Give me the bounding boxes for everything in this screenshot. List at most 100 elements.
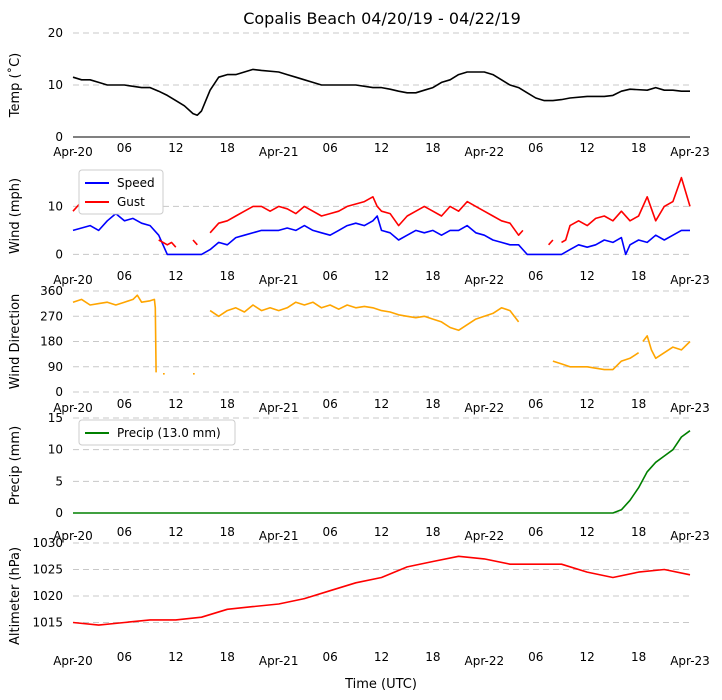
x-tick-label: Apr-22	[465, 273, 505, 287]
y-axis-label: Temp (˚C)	[7, 53, 23, 119]
y-tick-label: 180	[40, 335, 63, 349]
x-tick-label: 06	[117, 525, 132, 539]
x-tick-label: 06	[528, 397, 543, 411]
x-tick-label: 18	[220, 141, 235, 155]
y-axis-label: Precip (mm)	[8, 426, 23, 505]
y-tick-label: 1025	[32, 563, 63, 577]
x-tick-label: 18	[425, 650, 440, 664]
legend-box	[78, 419, 236, 446]
y-tick-label: 10	[48, 443, 63, 457]
y-tick-label: 1030	[32, 536, 63, 550]
x-tick-label: 18	[425, 397, 440, 411]
series-line-altimeter	[72, 555, 691, 626]
x-tick-label: 12	[580, 269, 595, 283]
y-tick-label: 0	[55, 506, 63, 520]
x-tick-label: 06	[117, 650, 132, 664]
x-tick-label: 12	[374, 269, 389, 283]
y-tick-label: 15	[48, 411, 63, 425]
y-axis-label: Wind (mph)	[8, 178, 23, 254]
x-tick-label: 06	[528, 141, 543, 155]
y-tick-label: 5	[55, 474, 63, 488]
x-tick-label: 18	[220, 397, 235, 411]
x-tick-label: 18	[425, 525, 440, 539]
y-tick-label: 20	[48, 26, 63, 40]
x-tick-label: Apr-20	[53, 401, 93, 415]
x-tick-label: 18	[220, 269, 235, 283]
x-tick-label: 12	[168, 650, 183, 664]
x-tick-label: 18	[425, 269, 440, 283]
x-tick-label: 12	[168, 141, 183, 155]
x-tick-label: Apr-22	[465, 401, 505, 415]
y-tick-label: 10	[48, 78, 63, 92]
x-tick-label: 06	[322, 650, 337, 664]
x-tick-label: 06	[528, 525, 543, 539]
panel-wind: 0 10 Wind (mph) Apr-20 06 12 18 Apr-21 06 12 18 Apr…	[8, 169, 710, 287]
y-tick-label: 0	[55, 130, 63, 144]
panel-altimeter: 1015 1020 1025 1030 Altimeter (hPa) Apr-20 06 1…	[8, 536, 710, 668]
series-line-gust	[561, 176, 691, 244]
y-axis-label: Wind Direction	[8, 294, 23, 390]
x-tick-label: Apr-23	[670, 145, 710, 159]
series-line-direction	[72, 294, 157, 373]
x-tick-label: Apr-21	[259, 273, 299, 287]
chart-title: Copalis Beach 04/20/19 - 04/22/19	[243, 9, 521, 28]
y-tick-label: 270	[40, 309, 63, 323]
legend-label: Gust	[117, 195, 145, 209]
x-tick-label: 06	[322, 141, 337, 155]
y-tick-label: 10	[48, 199, 63, 213]
x-tick-label: 12	[168, 397, 183, 411]
x-tick-label: Apr-22	[465, 145, 505, 159]
x-tick-label: 18	[631, 397, 646, 411]
legend-label: Precip (13.0 mm)	[117, 426, 221, 440]
y-tick-label: 1020	[32, 589, 63, 603]
x-tick-label: Apr-21	[259, 145, 299, 159]
x-tick-label: 18	[220, 650, 235, 664]
x-tick-label: Apr-21	[259, 401, 299, 415]
series-line-temp	[72, 68, 690, 116]
series-line-gust	[192, 239, 198, 246]
x-tick-label: Apr-20	[53, 273, 93, 287]
x-tick-label: 18	[631, 141, 646, 155]
x-tick-label: Apr-23	[670, 529, 710, 543]
series-line-direction	[209, 301, 520, 332]
y-tick-label: 360	[40, 284, 63, 298]
panel-precip: 0 5 10 15 Precip (mm) Apr-20 06 12 18 Apr-21 06 12 1…	[8, 411, 710, 543]
x-tick-label: 12	[580, 397, 595, 411]
x-tick-label: 12	[168, 269, 183, 283]
x-tick-label: 06	[322, 269, 337, 283]
x-tick-label: 06	[528, 650, 543, 664]
panel-direction: 0 90 180 270 360 Wind Direction Apr-20 06 12 18 Ap…	[8, 284, 710, 415]
panel-temp: 0 10 20 Temp (˚C) Apr-20 06 12 18 Apr-21 06 12 18 Ap…	[7, 26, 710, 159]
series-line-speed	[72, 212, 690, 256]
x-tick-label: 12	[580, 141, 595, 155]
x-tick-label: 06	[117, 141, 132, 155]
y-tick-label: 0	[55, 247, 63, 261]
x-tick-label: 06	[117, 397, 132, 411]
series-line-gust	[548, 239, 554, 246]
x-tick-label: 18	[631, 650, 646, 664]
x-tick-label: 18	[631, 525, 646, 539]
y-tick-label: 1015	[32, 616, 63, 630]
x-tick-label: 12	[168, 525, 183, 539]
x-tick-label: 12	[580, 525, 595, 539]
x-tick-label: Apr-23	[670, 273, 710, 287]
x-tick-label: Apr-23	[670, 401, 710, 415]
series-line-direction	[552, 352, 640, 371]
y-tick-label: 90	[48, 360, 63, 374]
y-tick-label: 0	[55, 385, 63, 399]
x-tick-label: Apr-21	[259, 654, 299, 668]
x-tick-label: 12	[374, 650, 389, 664]
x-tick-label: Apr-20	[53, 654, 93, 668]
series-line-direction	[642, 335, 691, 360]
series-line-gust	[158, 239, 177, 248]
x-tick-label: 12	[374, 141, 389, 155]
x-tick-label: 06	[322, 397, 337, 411]
x-tick-label: 18	[220, 525, 235, 539]
x-tick-label: 18	[425, 141, 440, 155]
x-tick-label: 06	[322, 525, 337, 539]
x-tick-label: 12	[374, 525, 389, 539]
x-tick-label: Apr-22	[465, 654, 505, 668]
x-tick-label: 12	[374, 397, 389, 411]
x-tick-label: 06	[528, 269, 543, 283]
